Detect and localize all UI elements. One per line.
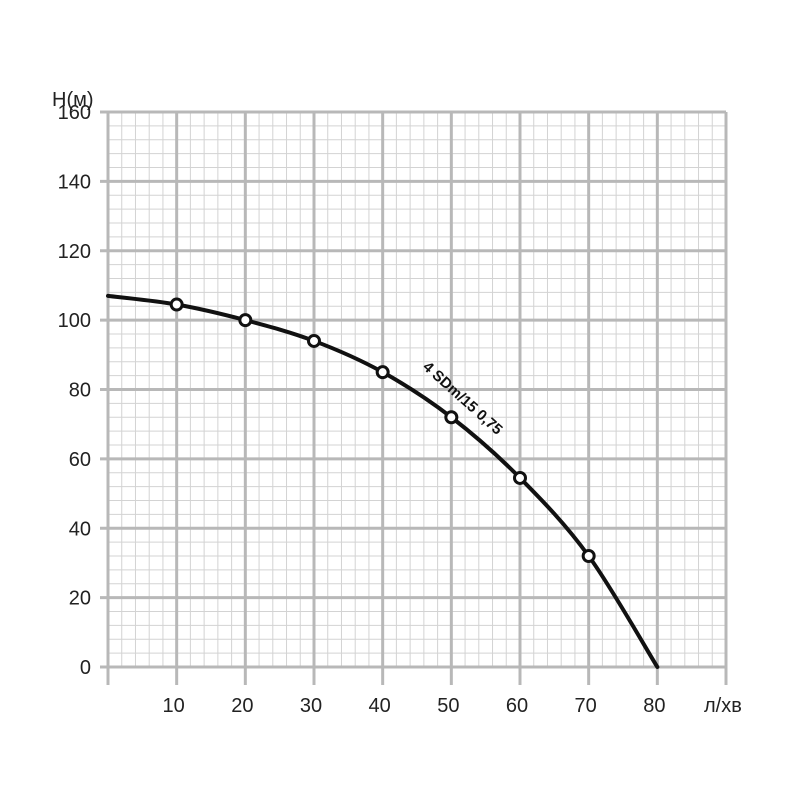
series-line	[106, 293, 660, 669]
data-point	[444, 410, 459, 425]
x-tick-label: 50	[437, 695, 459, 717]
y-tick-labels: 0 20 40 60 80 100 120 140 160	[58, 102, 91, 679]
data-point	[375, 365, 390, 380]
x-tick-label: 40	[369, 695, 391, 717]
series-layer	[106, 293, 660, 669]
data-point	[238, 313, 253, 328]
data-point	[307, 333, 321, 348]
y-tick-label: 80	[69, 380, 91, 402]
x-tick-label: 10	[163, 695, 185, 717]
y-tick-label: 160	[58, 102, 91, 124]
data-point	[169, 297, 184, 312]
y-tick-label: 40	[69, 518, 91, 540]
y-tick-label: 0	[80, 657, 91, 679]
y-tick-label: 100	[58, 310, 91, 332]
x-tick-label: 20	[231, 695, 253, 717]
y-axis-title: H(м)	[52, 89, 94, 111]
x-tick-label: 60	[506, 695, 528, 717]
data-point	[513, 470, 527, 485]
data-point	[581, 549, 596, 563]
x-tick-label: 30	[300, 695, 322, 717]
axes	[100, 112, 726, 685]
x-tick-label: 70	[575, 695, 597, 717]
y-tick-label: 60	[69, 449, 91, 471]
x-axis-title: л/хв	[704, 695, 742, 717]
y-tick-label: 20	[69, 588, 91, 610]
major-grid	[100, 110, 728, 685]
y-tick-label: 120	[58, 241, 91, 263]
y-tick-label: 140	[58, 171, 91, 193]
x-tick-labels: 10 20 30 40 50 60 70 80	[163, 695, 666, 717]
x-tick-label: 80	[643, 695, 665, 717]
